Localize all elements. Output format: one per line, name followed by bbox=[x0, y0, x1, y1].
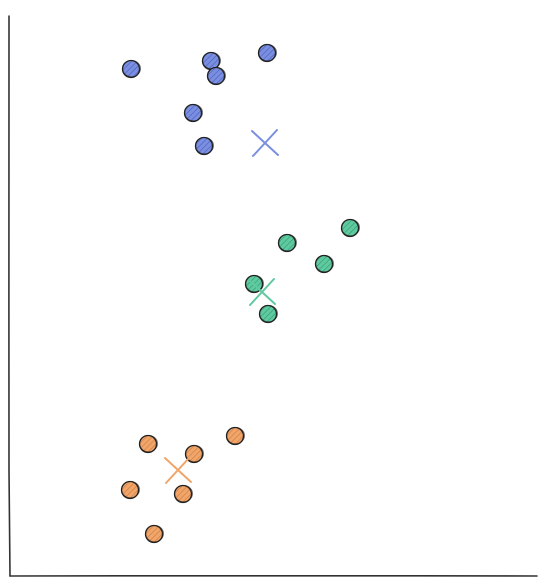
blue-data-point bbox=[201, 51, 221, 71]
blue-data-point bbox=[206, 66, 226, 86]
orange-centroid-marker bbox=[164, 456, 192, 484]
y-axis bbox=[8, 15, 11, 577]
centroids-layer bbox=[164, 129, 279, 484]
orange-data-point bbox=[138, 434, 158, 454]
orange-data-point bbox=[173, 484, 193, 504]
points-layer bbox=[120, 43, 360, 544]
blue-data-point bbox=[194, 136, 214, 156]
green-centroid-marker bbox=[248, 278, 276, 306]
green-data-point bbox=[314, 254, 334, 274]
orange-data-point bbox=[120, 480, 140, 500]
blue-data-point bbox=[121, 59, 141, 79]
orange-data-point bbox=[144, 524, 164, 544]
blue-data-point bbox=[257, 43, 277, 63]
blue-data-point bbox=[183, 103, 203, 123]
green-data-point bbox=[340, 218, 360, 238]
green-data-point bbox=[258, 304, 278, 324]
blue-centroid-marker bbox=[251, 129, 279, 157]
green-data-point bbox=[277, 233, 297, 253]
orange-data-point bbox=[225, 426, 245, 446]
